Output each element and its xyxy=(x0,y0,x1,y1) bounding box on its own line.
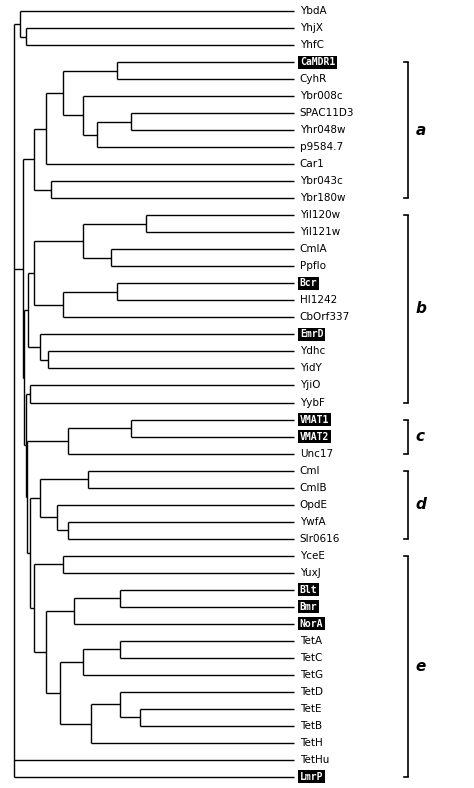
Text: YhfC: YhfC xyxy=(300,40,324,50)
Text: TetE: TetE xyxy=(300,704,321,714)
Text: YwfA: YwfA xyxy=(300,517,326,526)
Text: YuxJ: YuxJ xyxy=(300,567,320,578)
Text: Yil120w: Yil120w xyxy=(300,210,340,221)
Text: YhjX: YhjX xyxy=(300,24,323,33)
Text: TetC: TetC xyxy=(300,652,322,663)
Text: Yhr048w: Yhr048w xyxy=(300,125,346,136)
Text: NorA: NorA xyxy=(300,619,323,629)
Text: CmlB: CmlB xyxy=(300,482,328,492)
Text: TetD: TetD xyxy=(300,686,323,697)
Text: Ydhc: Ydhc xyxy=(300,347,325,356)
Text: TetH: TetH xyxy=(300,738,323,748)
Text: Cml: Cml xyxy=(300,466,320,475)
Text: TetB: TetB xyxy=(300,721,322,730)
Text: HI1242: HI1242 xyxy=(300,296,337,306)
Text: YbdA: YbdA xyxy=(300,6,327,17)
Text: VMAT1: VMAT1 xyxy=(300,414,329,425)
Text: YidY: YidY xyxy=(300,363,321,374)
Text: c: c xyxy=(416,429,425,444)
Text: Ppflo: Ppflo xyxy=(300,262,326,271)
Text: Blt: Blt xyxy=(300,585,318,595)
Text: Ybr008c: Ybr008c xyxy=(300,91,343,102)
Text: EmrD: EmrD xyxy=(300,329,323,340)
Text: b: b xyxy=(416,302,427,317)
Text: d: d xyxy=(416,497,427,512)
Text: TetA: TetA xyxy=(300,636,322,645)
Text: CaMDR1: CaMDR1 xyxy=(300,58,335,67)
Text: e: e xyxy=(416,659,426,674)
Text: p9584.7: p9584.7 xyxy=(300,143,343,152)
Text: SPAC11D3: SPAC11D3 xyxy=(300,108,355,118)
Text: Bmr: Bmr xyxy=(300,601,318,611)
Text: Car1: Car1 xyxy=(300,159,325,169)
Text: OpdE: OpdE xyxy=(300,500,328,510)
Text: Yil121w: Yil121w xyxy=(300,228,340,237)
Text: YceE: YceE xyxy=(300,551,325,560)
Text: Slr0616: Slr0616 xyxy=(300,533,340,544)
Text: CmlA: CmlA xyxy=(300,244,328,255)
Text: CbOrf337: CbOrf337 xyxy=(300,313,350,322)
Text: a: a xyxy=(416,123,426,138)
Text: Ybr043c: Ybr043c xyxy=(300,177,343,187)
Text: TetG: TetG xyxy=(300,670,323,680)
Text: Unc17: Unc17 xyxy=(300,448,333,459)
Text: YjiO: YjiO xyxy=(300,381,320,391)
Text: VMAT2: VMAT2 xyxy=(300,432,329,441)
Text: CyhR: CyhR xyxy=(300,74,327,84)
Text: Ybr180w: Ybr180w xyxy=(300,193,346,203)
Text: YybF: YybF xyxy=(300,397,325,407)
Text: TetHu: TetHu xyxy=(300,755,329,764)
Text: LmrP: LmrP xyxy=(300,771,323,782)
Text: Bcr: Bcr xyxy=(300,278,318,288)
